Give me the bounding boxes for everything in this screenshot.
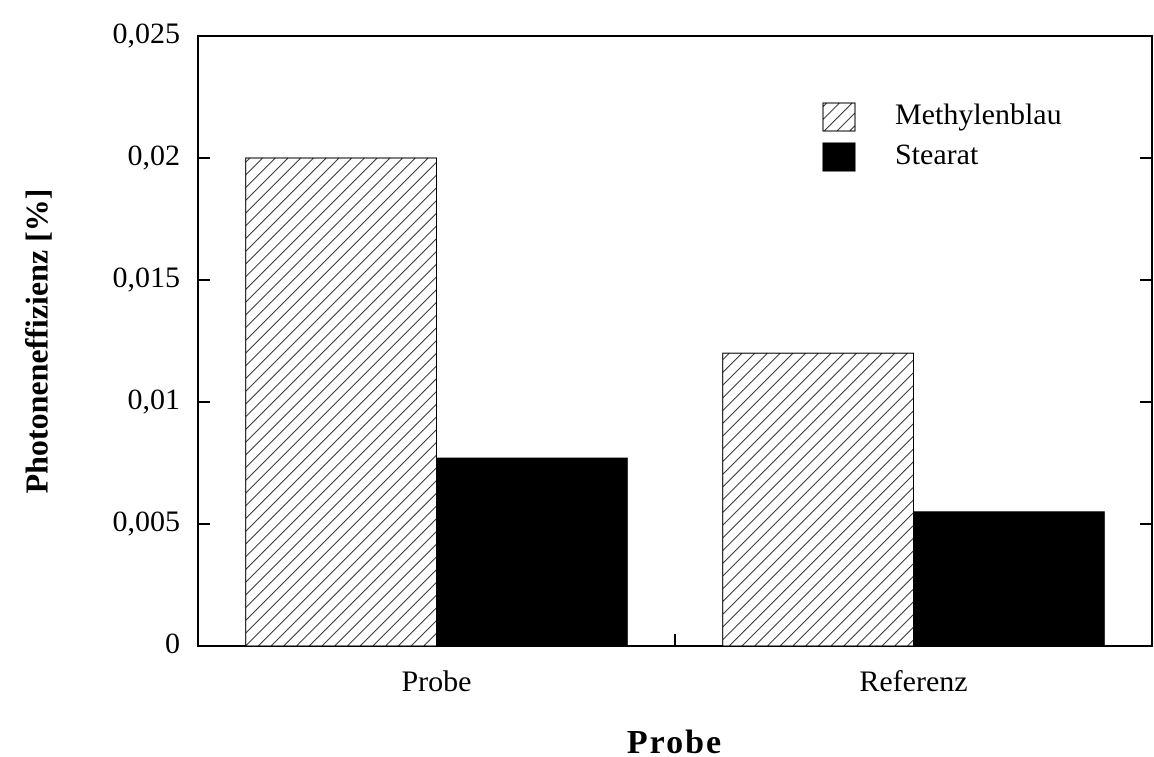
y-tick-label: 0,025 [113,17,181,50]
legend-label: Stearat [895,138,979,171]
y-tick-label: 0,015 [113,261,181,294]
x-axis-label: Probe [627,724,723,757]
y-tick-label: 0,01 [128,383,181,416]
bar [245,157,437,647]
y-tick-label: 0 [165,627,180,660]
legend-swatch [822,102,856,132]
x-tick-label: Referenz [859,665,967,698]
x-tick-label: Probe [402,665,472,698]
y-axis-label: Photoneneffizienz [%] [18,189,54,494]
y-tick-label: 0,02 [128,139,181,172]
bar [722,352,915,647]
legend-swatch [822,142,856,172]
bar [436,457,628,647]
bar [913,511,1105,647]
y-tick-label: 0,005 [113,505,181,538]
legend-label: Methylenblau [895,98,1062,131]
